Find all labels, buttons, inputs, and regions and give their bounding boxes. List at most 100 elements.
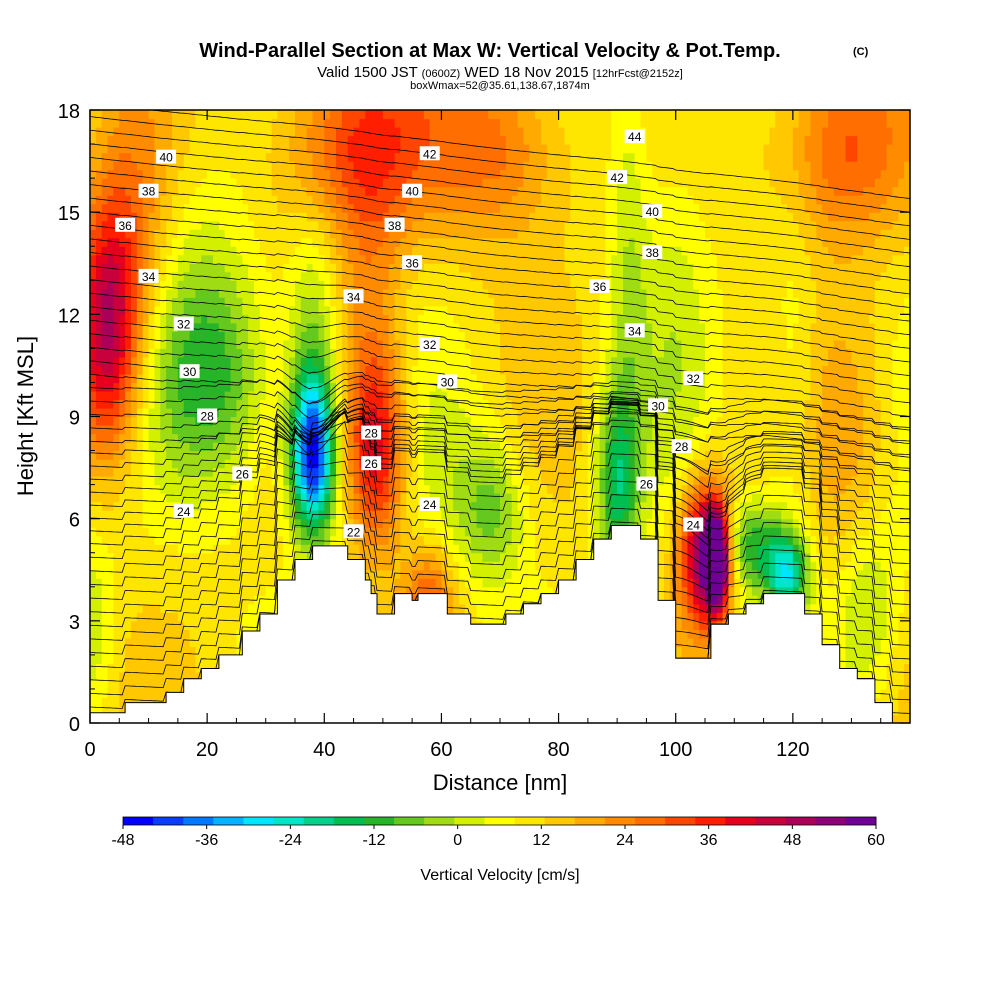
w-cell [418,203,425,213]
w-cell [172,552,179,562]
w-cell [336,467,343,477]
w-cell [312,135,320,145]
w-cell [476,305,484,315]
w-cell [148,637,156,647]
w-cell [289,186,296,196]
w-cell [242,399,249,409]
w-cell [242,390,249,401]
w-cell [113,654,120,664]
w-cell [300,178,308,188]
w-cell [131,127,138,137]
w-cell [277,331,284,341]
w-cell [189,348,197,358]
w-cell [459,493,466,503]
w-cell [429,322,437,332]
w-cell [189,484,197,494]
w-cell [236,569,243,579]
w-cell [242,373,249,384]
w-cell [172,118,179,128]
w-cell [160,416,167,426]
w-cell [213,425,220,435]
w-cell [435,561,443,571]
w-cell [470,246,478,256]
w-cell [324,484,331,494]
w-cell [154,467,161,477]
w-cell [201,288,208,298]
w-cell [388,331,396,341]
w-cell [154,535,161,545]
w-cell [277,467,284,477]
w-cell [482,493,489,503]
w-cell [160,637,167,647]
w-cell [248,518,255,528]
w-cell [388,118,396,128]
w-cell [213,186,220,196]
w-cell [230,322,238,332]
w-cell [289,110,296,120]
w-cell [195,348,202,358]
w-cell [189,127,197,137]
w-cell [441,263,448,273]
w-cell [113,705,120,716]
w-cell [382,501,390,511]
w-cell [259,544,267,554]
w-cell [242,152,249,162]
w-cell [418,535,425,545]
w-cell [154,161,161,171]
w-cell [482,127,489,137]
w-cell [476,314,484,324]
w-cell [400,425,407,435]
w-cell [259,390,267,401]
w-cell [341,425,349,435]
w-cell [131,484,138,494]
w-cell [488,135,495,145]
w-cell [359,203,366,213]
w-cell [142,399,150,409]
w-cell [336,237,343,247]
w-cell [306,161,314,171]
w-cell [336,118,343,128]
w-cell [306,144,314,154]
w-cell [183,305,191,315]
w-cell [336,314,343,324]
w-cell [248,127,255,137]
w-cell [488,280,495,290]
w-cell [488,297,495,307]
w-cell [453,459,460,469]
w-cell [388,339,396,349]
w-cell [265,561,273,571]
w-cell [336,305,343,315]
w-cell [101,586,109,596]
w-cell [259,450,267,460]
w-cell [218,382,226,392]
w-cell [464,178,472,188]
w-cell [95,561,103,571]
w-cell [224,271,232,281]
w-cell [101,450,109,460]
w-cell [418,510,425,520]
w-cell [107,110,115,120]
w-cell [131,476,138,486]
w-cell [207,569,214,579]
w-cell [213,254,220,264]
w-cell [435,280,443,290]
w-cell [248,433,255,443]
w-cell [488,152,495,162]
w-cell [142,603,150,613]
w-cell [412,407,419,418]
w-cell [330,263,337,273]
w-cell [166,186,173,196]
w-cell [119,399,126,409]
w-cell [254,561,261,571]
w-cell [136,663,144,673]
w-cell [400,331,407,341]
w-cell [347,339,355,349]
w-cell [470,356,478,367]
w-cell [254,220,261,230]
w-cell [172,484,179,494]
w-cell [464,135,472,145]
w-cell [101,535,109,545]
w-cell [148,263,156,273]
w-cell [160,663,167,673]
w-cell [482,152,489,162]
